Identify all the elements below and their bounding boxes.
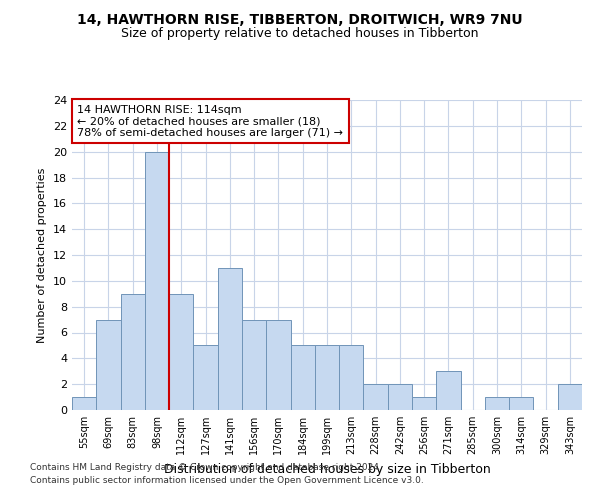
Bar bbox=[509, 397, 533, 410]
Text: 14, HAWTHORN RISE, TIBBERTON, DROITWICH, WR9 7NU: 14, HAWTHORN RISE, TIBBERTON, DROITWICH,… bbox=[77, 12, 523, 26]
Bar bbox=[72, 397, 96, 410]
Text: 14 HAWTHORN RISE: 114sqm
← 20% of detached houses are smaller (18)
78% of semi-d: 14 HAWTHORN RISE: 114sqm ← 20% of detach… bbox=[77, 104, 343, 138]
Bar bbox=[266, 320, 290, 410]
Bar bbox=[315, 346, 339, 410]
Bar bbox=[121, 294, 145, 410]
Bar bbox=[193, 346, 218, 410]
X-axis label: Distribution of detached houses by size in Tibberton: Distribution of detached houses by size … bbox=[164, 462, 490, 475]
Bar bbox=[339, 346, 364, 410]
Bar bbox=[412, 397, 436, 410]
Bar bbox=[364, 384, 388, 410]
Bar bbox=[145, 152, 169, 410]
Text: Contains HM Land Registry data © Crown copyright and database right 2024.: Contains HM Land Registry data © Crown c… bbox=[30, 464, 382, 472]
Bar bbox=[290, 346, 315, 410]
Bar bbox=[388, 384, 412, 410]
Bar bbox=[436, 371, 461, 410]
Text: Contains public sector information licensed under the Open Government Licence v3: Contains public sector information licen… bbox=[30, 476, 424, 485]
Bar bbox=[485, 397, 509, 410]
Bar bbox=[242, 320, 266, 410]
Bar bbox=[558, 384, 582, 410]
Text: Size of property relative to detached houses in Tibberton: Size of property relative to detached ho… bbox=[121, 28, 479, 40]
Bar bbox=[96, 320, 121, 410]
Bar bbox=[218, 268, 242, 410]
Bar bbox=[169, 294, 193, 410]
Y-axis label: Number of detached properties: Number of detached properties bbox=[37, 168, 47, 342]
